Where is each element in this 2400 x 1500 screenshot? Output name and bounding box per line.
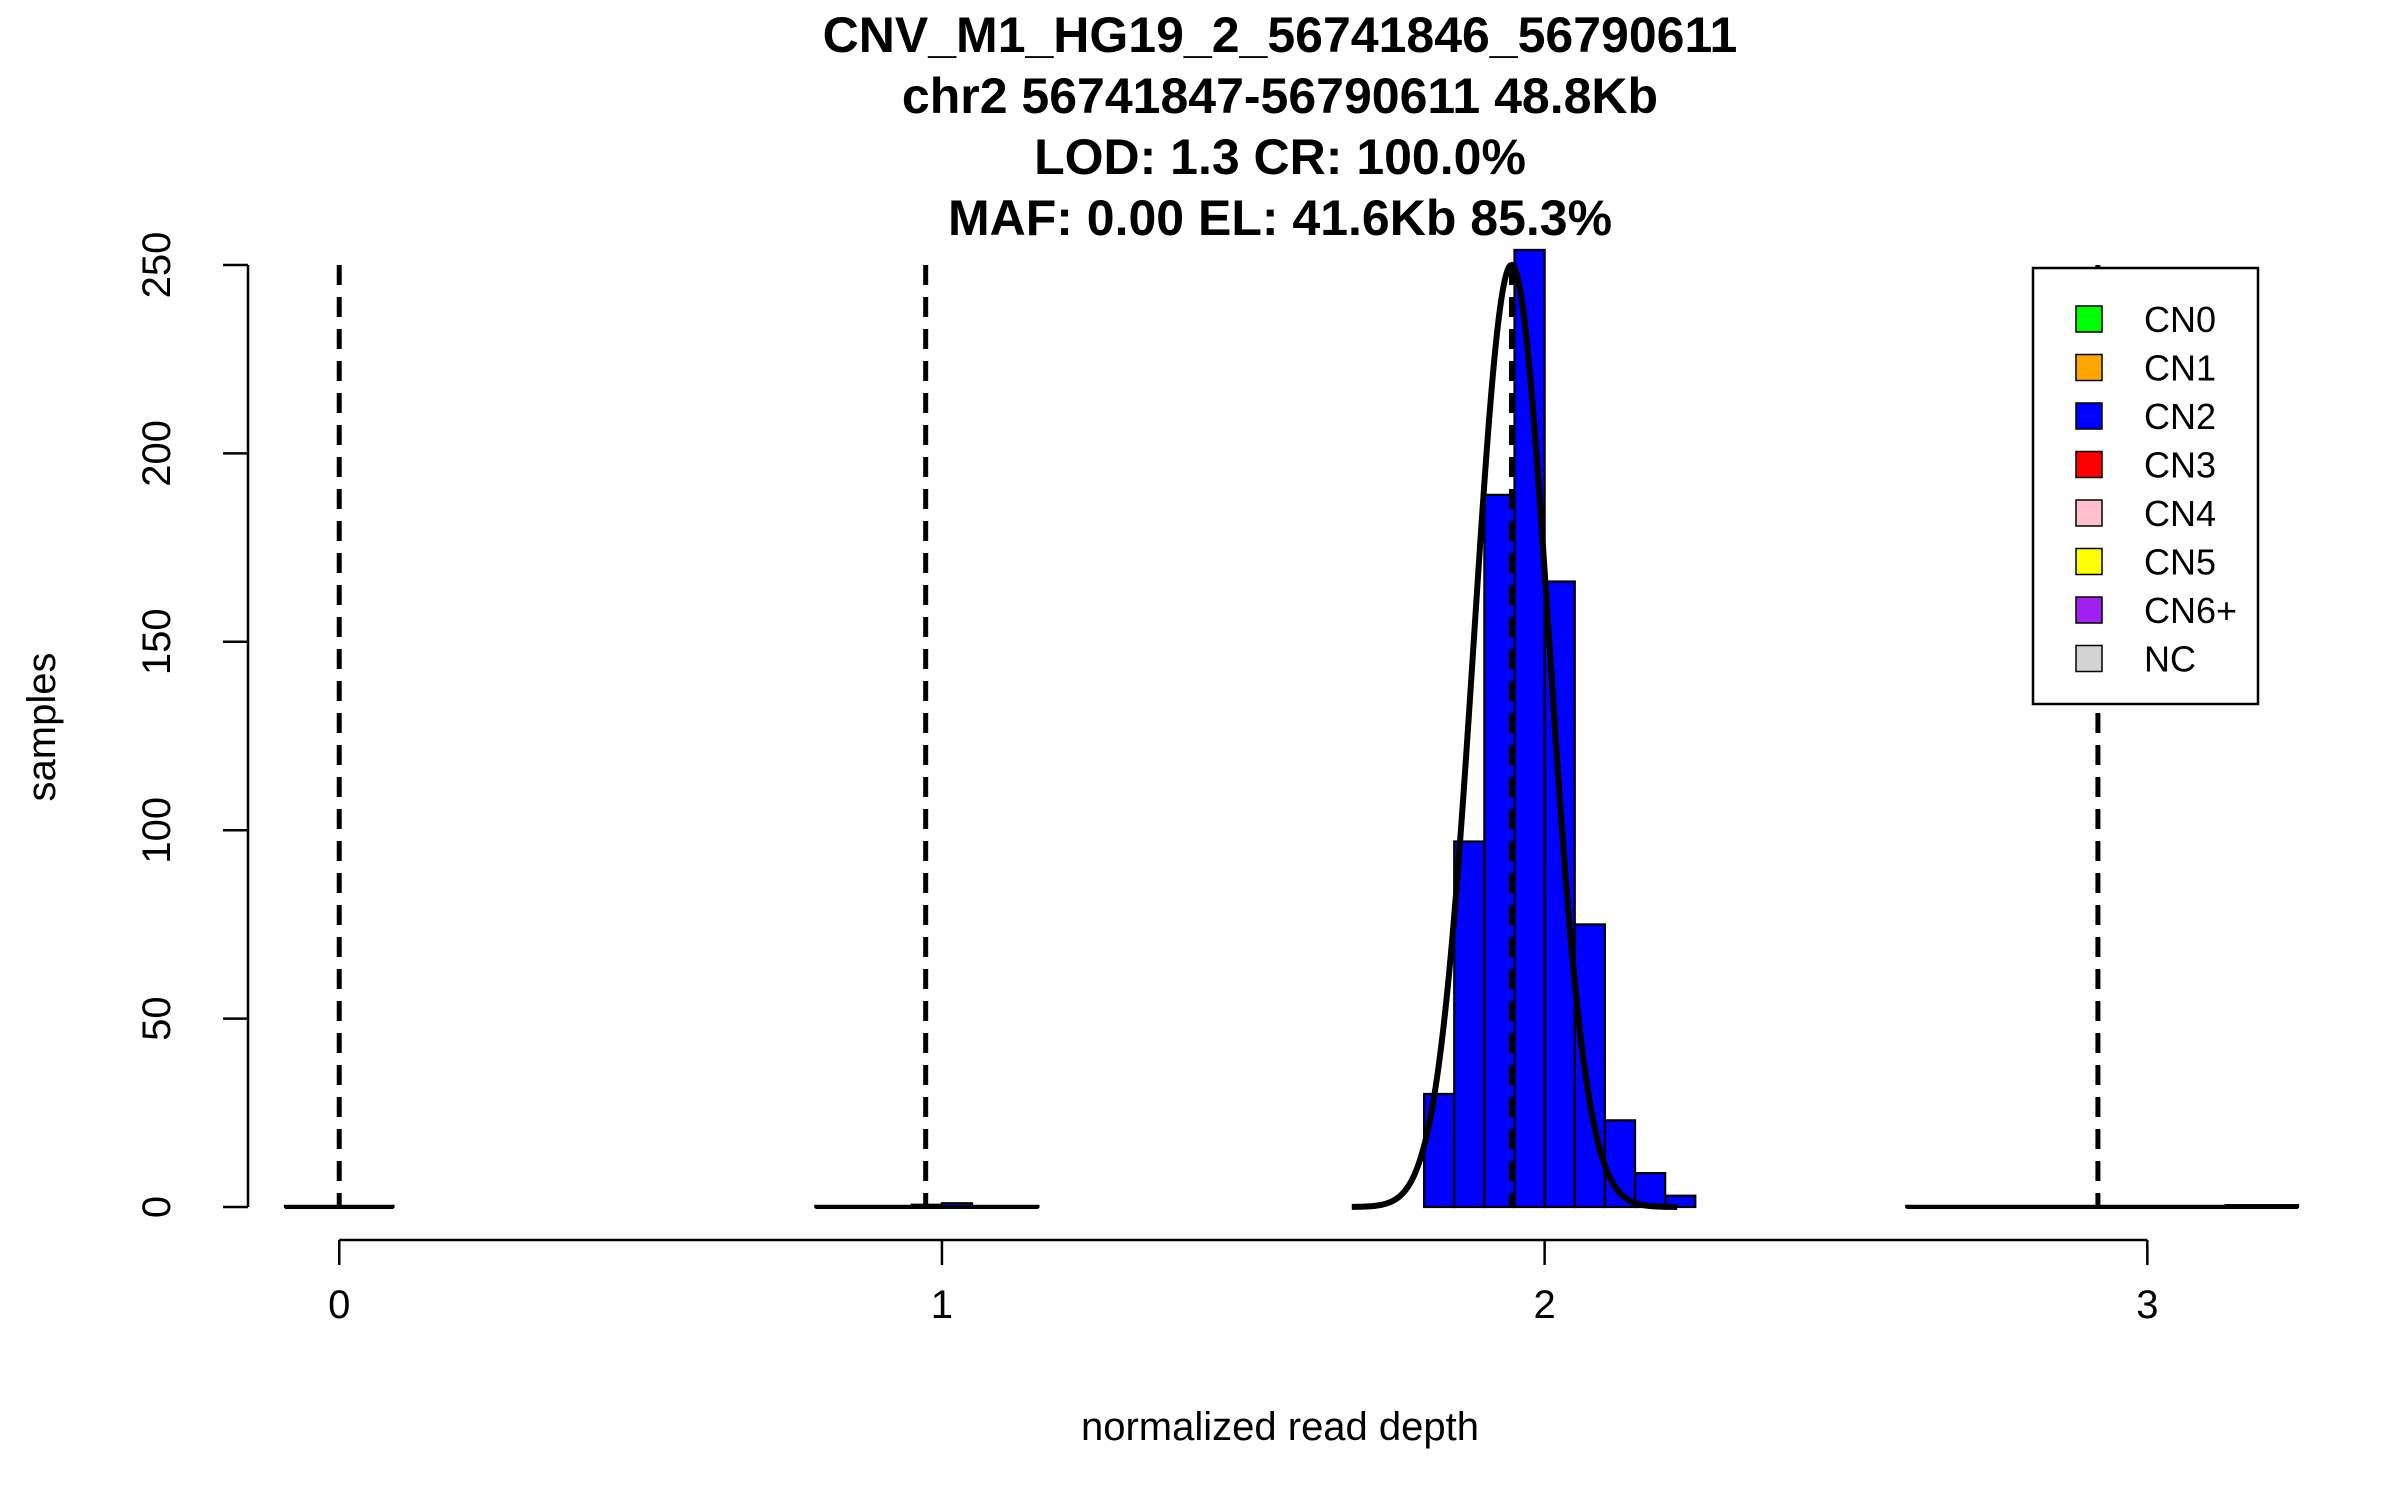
- histogram-bar: [1513, 248, 1546, 1209]
- axes: 0 1 2 3 0 50 100 150 200 250: [135, 232, 2158, 1327]
- x-tick-label: 0: [328, 1283, 350, 1327]
- legend-swatch: [2075, 450, 2103, 479]
- chart-title: CNV_M1_HG19_2_56741846_56790611: [823, 7, 1738, 63]
- histogram-bar: [1453, 840, 1486, 1209]
- legend-swatch: [2075, 644, 2103, 673]
- legend-label: CN4: [2144, 493, 2216, 534]
- chart-subtitle-maf: MAF: 0.00 EL: 41.6Kb 85.3%: [948, 190, 1612, 246]
- legend-box: [2031, 266, 2260, 706]
- y-tick-label: 50: [135, 996, 179, 1041]
- legend-swatch: [2075, 402, 2103, 430]
- density-curve: [1351, 261, 1678, 1210]
- copy-number-lines: [336, 265, 2101, 1207]
- y-tick-label: 250: [135, 232, 179, 299]
- x-tick-label: 2: [1534, 1283, 1556, 1327]
- legend-label: NC: [2144, 639, 2196, 680]
- x-axis-label: normalized read depth: [1081, 1405, 1479, 1449]
- chart-subtitle-lod: LOD: 1.3 CR: 100.0%: [1034, 129, 1526, 185]
- legend: CN0 CN1 CN2 CN3 CN4 CN5 CN6+ NC: [2031, 266, 2260, 706]
- legend-swatch: [2075, 499, 2103, 527]
- y-tick-label: 0: [135, 1196, 179, 1218]
- x-tick-label: 1: [931, 1283, 953, 1327]
- legend-swatch: [2075, 305, 2103, 333]
- legend-label: CN0: [2144, 299, 2216, 340]
- histogram-bar: [1573, 923, 1607, 1209]
- legend-swatch: [2075, 596, 2103, 624]
- chart-subtitle-region: chr2 56741847-56790611 48.8Kb: [902, 68, 1658, 124]
- legend-swatch: [2075, 353, 2103, 382]
- y-tick-label: 150: [135, 608, 179, 675]
- histogram-bar: [1664, 1194, 1697, 1209]
- legend-label: CN5: [2144, 542, 2216, 583]
- legend-label: CN2: [2144, 396, 2216, 437]
- y-tick-label: 200: [135, 420, 179, 487]
- legend-label: CN6+: [2144, 590, 2237, 631]
- x-tick-label: 3: [2136, 1283, 2158, 1327]
- y-tick-label: 100: [135, 797, 179, 864]
- density-curve-line: [1351, 261, 1678, 1210]
- legend-swatch: [2075, 547, 2103, 576]
- legend-label: CN3: [2144, 445, 2216, 486]
- y-axis-label: samples: [20, 653, 64, 802]
- histogram-bar: [1483, 493, 1516, 1209]
- legend-label: CN1: [2144, 348, 2216, 389]
